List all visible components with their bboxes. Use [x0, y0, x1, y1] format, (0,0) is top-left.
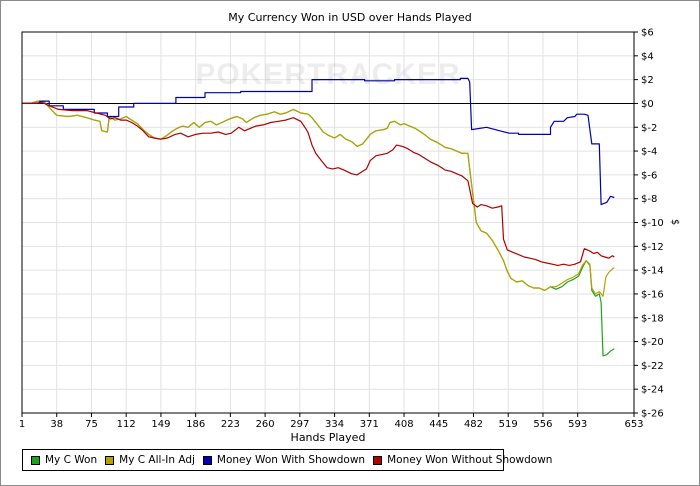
x-tick-label: 75	[85, 419, 98, 430]
legend-label: My C Won	[45, 454, 98, 466]
x-axis-label: Hands Played	[291, 431, 366, 444]
x-tick-label: 260	[256, 419, 275, 430]
y-tick-label: $-4	[641, 147, 657, 158]
y-tick-label: $-22	[641, 361, 664, 372]
x-tick-label: 445	[429, 419, 448, 430]
x-tick-label: 519	[499, 419, 518, 430]
legend-swatch	[105, 455, 115, 465]
y-tick-label: $-18	[641, 313, 664, 324]
legend-item-my-c-all-in-adj: My C All-In Adj	[97, 454, 195, 466]
x-tick-label: 371	[360, 419, 379, 430]
x-tick-label: 38	[50, 419, 63, 430]
chart-title: My Currency Won in USD over Hands Played	[228, 11, 472, 24]
y-tick-label: $6	[641, 28, 654, 39]
legend-item-money-won-without-showdown: Money Won Without Showdown	[365, 454, 552, 466]
x-axis: 1 38 75 112 149 186 223 260 297 334 371 408 445 482 51…	[19, 413, 644, 430]
y-tick-label: $-14	[641, 266, 664, 277]
y-tick-label: $-8	[641, 194, 657, 205]
x-tick-label: 334	[325, 419, 344, 430]
legend: My C Won My C All-In Adj Money Won With Sh…	[22, 449, 552, 471]
x-tick-label: 112	[117, 419, 136, 430]
x-tick-label: 556	[533, 419, 552, 430]
y-tick-label: $-2	[641, 123, 657, 134]
y-tick-label: $-10	[641, 218, 664, 229]
x-tick-label: 149	[151, 419, 170, 430]
y-axis: $6 $4 $2 $0 $-2 $-4 $-6 $-8 $-10 $-12 $-14 $-16 $-18…	[634, 28, 664, 420]
x-tick-label: 408	[394, 419, 413, 430]
x-tick-label: 653	[624, 419, 643, 430]
y-tick-label: $-16	[641, 289, 664, 300]
x-tick-label: 223	[221, 419, 240, 430]
legend-swatch	[31, 455, 40, 465]
y-tick-label: $-12	[641, 242, 664, 253]
legend-label: My C All-In Adj	[119, 454, 195, 466]
y-tick-label: $-20	[641, 337, 664, 348]
series-line-money-won-without-showdown	[22, 101, 615, 266]
x-tick-label: 593	[568, 419, 587, 430]
y-tick-label: $0	[641, 99, 654, 110]
legend-swatch	[373, 455, 383, 465]
y-tick-label: $-6	[641, 170, 657, 181]
x-tick-label: 297	[290, 419, 309, 430]
series-lines	[22, 77, 615, 357]
x-tick-label: 1	[19, 419, 25, 430]
y-tick-label: $4	[641, 51, 654, 62]
y-axis-label: $	[669, 219, 680, 225]
legend-swatch	[202, 455, 212, 465]
legend-label: Money Won Without Showdown	[387, 454, 553, 466]
y-tick-label: $2	[641, 75, 654, 86]
legend-label: Money Won With Showdown	[216, 454, 366, 466]
legend-item-money-won-with-showdown: Money Won With Showdown	[195, 454, 365, 466]
x-tick-label: 482	[464, 419, 483, 430]
watermark-logo: POKERTRACKER	[195, 58, 460, 91]
y-tick-label: $-26	[641, 409, 664, 420]
legend-item-my-c-won: My C Won	[23, 454, 97, 466]
y-tick-label: $-24	[641, 385, 664, 396]
series-line-money-won-with-showdown	[22, 77, 615, 206]
x-tick-label: 186	[186, 419, 205, 430]
series-line-my-c-all-in-adj	[22, 100, 615, 297]
